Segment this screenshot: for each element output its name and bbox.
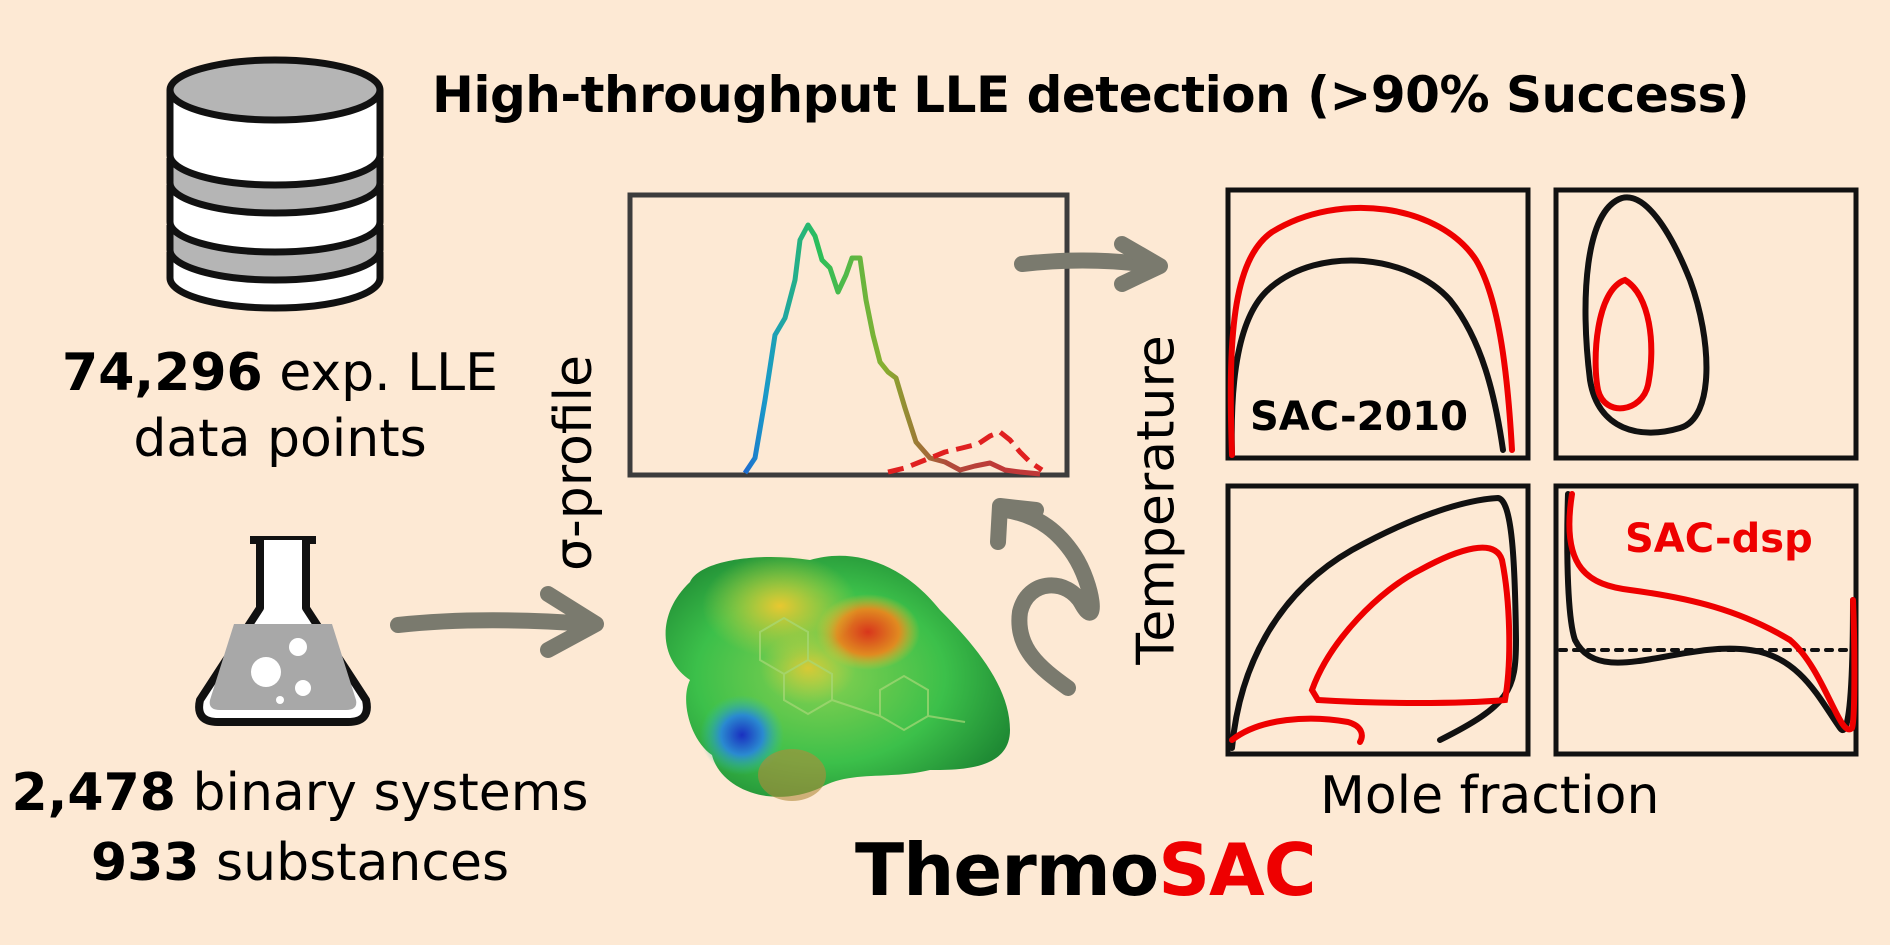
stat-substances-number: 933 (90, 833, 200, 893)
stat-systems-number: 2,478 (11, 763, 176, 823)
stat-data-points-line2: data points (133, 409, 427, 469)
label-sac-2010: SAC-2010 (1250, 394, 1468, 440)
phase-panel-bottom-left (1225, 483, 1531, 757)
phase-curves-bottom-left (1229, 494, 1520, 751)
molecule-surface (665, 554, 1010, 801)
phase-ylabel: Temperature (1126, 335, 1187, 665)
brand-part-thermo: Thermo (855, 828, 1159, 912)
stat-data-points-label: exp. LLE (279, 343, 498, 403)
stat-systems-label: binary systems (192, 763, 589, 823)
phase-curves-top-right (1582, 194, 1710, 436)
arrow-sigma-to-phase (1014, 236, 1168, 292)
arrow-flask-to-molecule (390, 586, 604, 658)
sigma-profile-curves (742, 222, 1044, 477)
database-icon (166, 56, 384, 312)
brand-part-sac: SAC (1158, 828, 1316, 912)
sigma-profile-ylabel: σ-profile (544, 355, 604, 571)
phase-xlabel: Mole fraction (1320, 766, 1660, 826)
brand-thermosac: ThermoSAC (855, 828, 1317, 912)
phase-panel-top-right (1553, 187, 1859, 461)
stat-data-points-number: 74,296 (62, 343, 263, 403)
page-title: High-throughput LLE detection (>90% Succ… (432, 66, 1750, 124)
phase-curves-bottom-right (1558, 491, 1858, 733)
stat-systems: 2,478 binary systems 933 substances (0, 758, 600, 898)
flask-icon (195, 536, 371, 726)
stat-substances-label: substances (216, 833, 510, 893)
label-sac-dsp: SAC-dsp (1625, 516, 1813, 562)
phase-curves-top-left (1227, 204, 1515, 458)
sigma-profile-frame (627, 192, 1070, 478)
arrow-molecule-to-sigma (990, 498, 1100, 696)
stat-data-points: 74,296 exp. LLE data points (0, 340, 560, 472)
phase-panel-top-left (1225, 187, 1531, 461)
